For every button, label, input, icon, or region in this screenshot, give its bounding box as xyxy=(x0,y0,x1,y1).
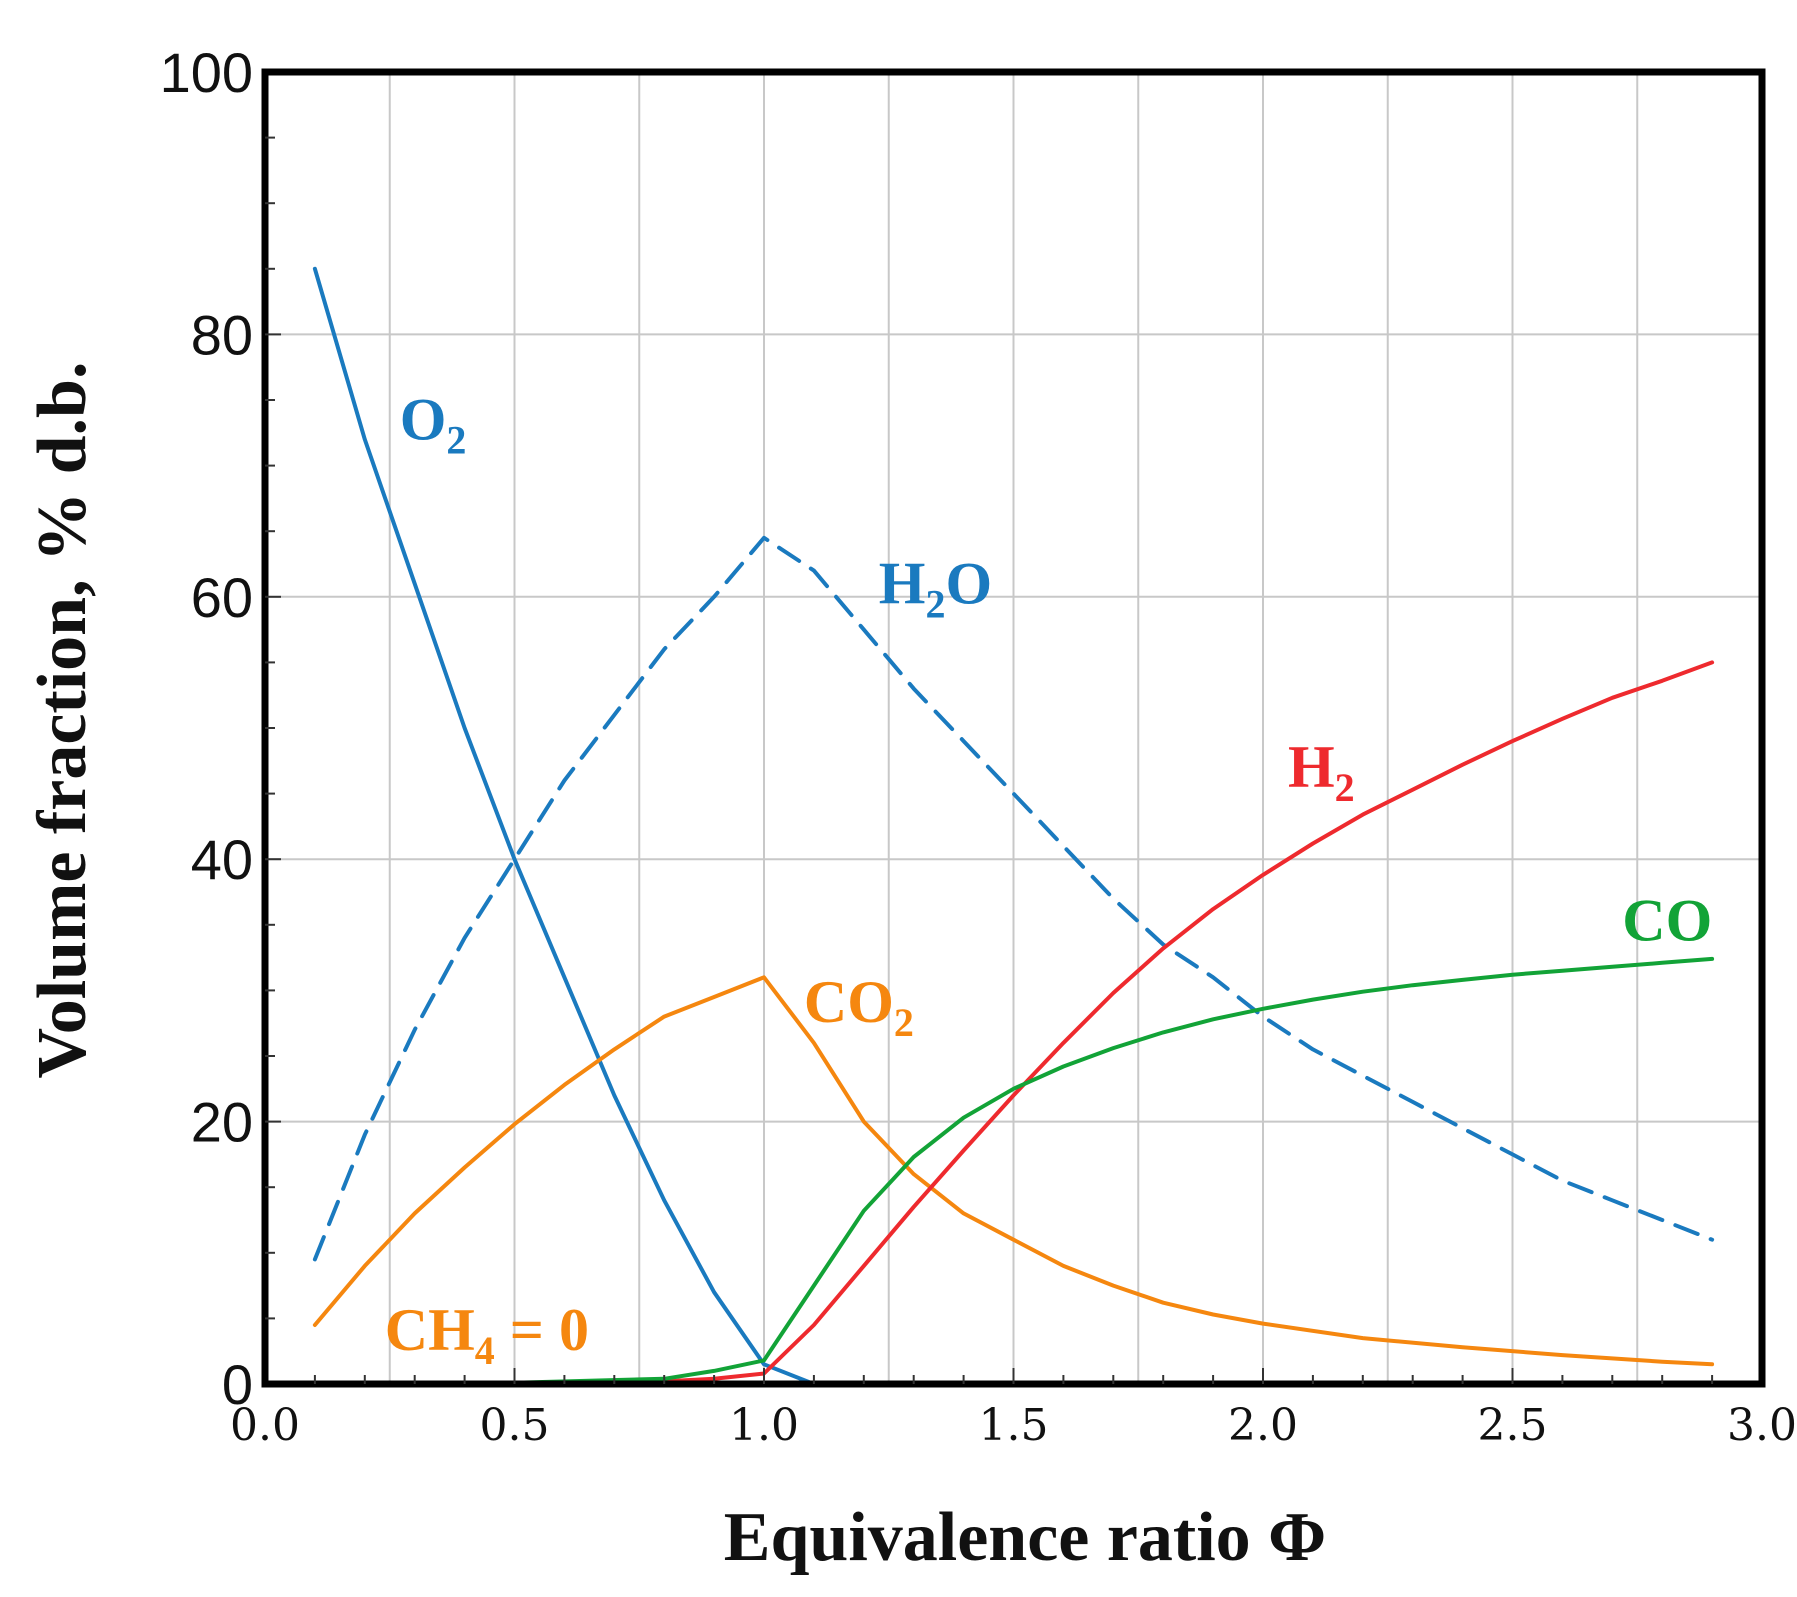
series-label-o2: O2 xyxy=(400,386,467,462)
x-tick-label: 0.5 xyxy=(480,1400,550,1451)
series-label-h2o: H2O xyxy=(879,550,992,626)
y-axis-title: Volume fraction, % d.b. xyxy=(24,362,101,1079)
ticks-group: 0 20 40 60 80 100 0.0 0.5 1.0 1.5 2.0 2.5 3.0 xyxy=(160,41,1797,1451)
y-tick-label: 80 xyxy=(191,303,253,366)
x-axis-title: Equivalence ratio Φ xyxy=(724,1499,1326,1576)
annotation-ch4: CH4 = 0 xyxy=(385,1297,589,1373)
y-tick-label: 60 xyxy=(191,566,253,629)
x-tick-label: 1.0 xyxy=(729,1400,799,1451)
x-tick-label: 2.0 xyxy=(1228,1400,1298,1451)
y-tick-label: 40 xyxy=(191,828,253,891)
series-line-co xyxy=(312,956,1715,1386)
series-label-co: CO xyxy=(1622,888,1712,954)
series-line-h2 xyxy=(312,660,1715,1386)
y-tick-label: 100 xyxy=(160,41,253,104)
grid xyxy=(265,72,1762,1384)
series-line-co2 xyxy=(312,975,1715,1367)
series-line-h2o xyxy=(312,535,1715,1262)
x-tick-label: 0.0 xyxy=(230,1400,300,1451)
series-group xyxy=(312,266,1715,1386)
series-label-h2: H2 xyxy=(1288,734,1355,810)
x-tick-label: 3.0 xyxy=(1727,1400,1797,1451)
labels-group: O2 H2O CO2 H2 CO CH4 = 0 xyxy=(385,386,1713,1373)
x-tick-label: 2.5 xyxy=(1478,1400,1548,1451)
series-label-co2: CO2 xyxy=(804,969,914,1045)
y-tick-label: 0 xyxy=(222,1353,253,1416)
series-line-o2 xyxy=(312,266,816,1386)
x-tick-label: 1.5 xyxy=(979,1400,1049,1451)
y-tick-label: 20 xyxy=(191,1091,253,1154)
